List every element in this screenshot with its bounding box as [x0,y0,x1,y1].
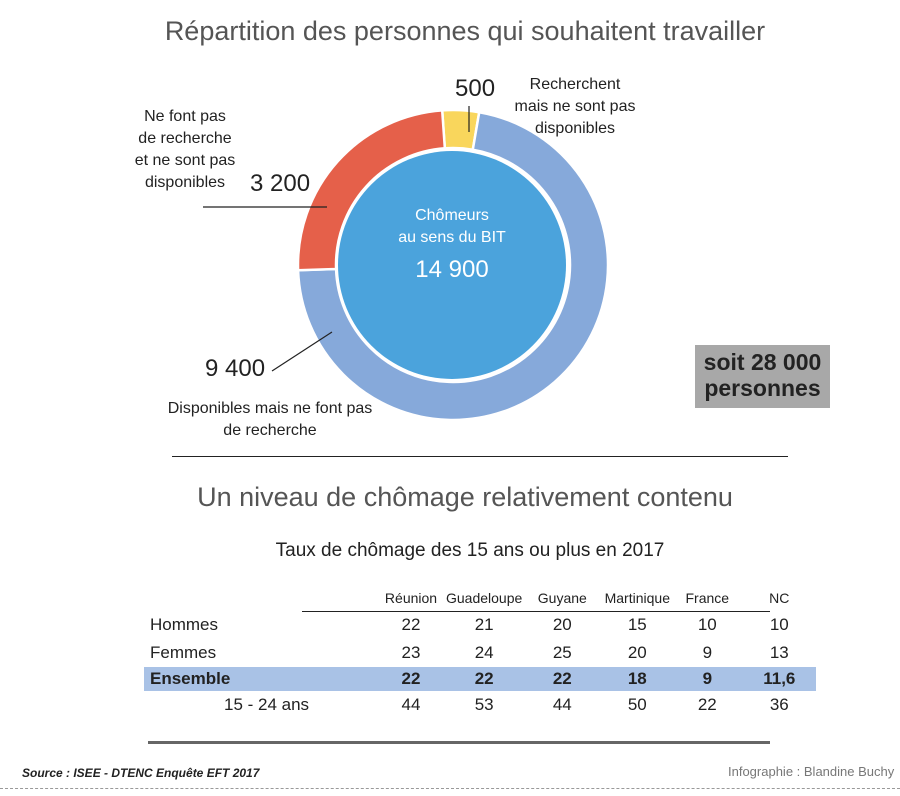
column-header: Guyane [537,590,587,606]
table-row: Hommes 22 21 20 15 10 10 [144,611,816,639]
center-disk [338,151,566,379]
label-line: et ne sont pas [134,152,236,169]
table-cell: 10 [769,615,789,634]
center-label: Chômeurs au sens du BIT 14 900 [352,205,552,283]
total-line: soit 28 000 [703,349,822,375]
column-header: France [685,590,730,606]
table-cell: 22 [446,667,523,691]
donut-title: Répartition des personnes qui souhaitent… [164,16,766,46]
table-cell: 53 [474,695,494,714]
label-line: Disponibles mais ne font pas [167,400,373,417]
row-label: Hommes [150,615,219,634]
table-cell: 18 [602,667,673,691]
row-label: 15 - 24 ans [224,695,310,714]
table-cell: 25 [552,643,572,662]
total-line: personnes [704,375,821,401]
table-cell: 21 [474,615,494,634]
table-cell: 9 [672,667,743,691]
credit-note: Infographie : Blandine Buchy [728,764,895,779]
table-cell: 24 [474,643,494,662]
table-cell: 15 [627,615,647,634]
label-line: mais ne sont pas [514,98,636,115]
label-line: de recherche [223,422,317,439]
table-cell: 22 [401,615,421,634]
column-header: Réunion [384,590,438,606]
table-cell: 23 [401,643,421,662]
value-9400: 9 400 [205,355,266,382]
row-label: Femmes [150,643,217,662]
table-cell: 11,6 [742,667,817,691]
table-row: Femmes 23 24 25 20 9 13 [144,639,816,667]
table-row: 15 - 24 ans 44 53 44 50 22 36 [144,691,816,719]
table-cell: 22 [376,667,446,691]
column-header: Martinique [604,590,670,606]
table-subtitle: Taux de chômage des 15 ans ou plus en 20… [275,540,665,561]
value-500: 500 [455,75,496,102]
table-cell: 20 [627,643,647,662]
leader-line-9400 [271,331,333,372]
center-value: 14 900 [415,256,489,283]
column-header: Guadeloupe [446,590,523,606]
table-cell: 36 [769,695,789,714]
table-title: Un niveau de chômage relativement conten… [197,482,733,512]
row-label: Ensemble [144,667,376,691]
center-label-line: au sens du BIT [398,229,506,246]
label-line: disponibles [534,120,616,137]
table-cell: 10 [697,615,717,634]
table-bottom-rule [148,741,770,744]
table-cell: 22 [522,667,603,691]
label-line: Ne font pas [144,108,226,125]
label-recherchent: Recherchent mais ne sont pas disponibles [505,74,645,140]
section-divider [172,456,788,457]
header-underline [302,611,770,612]
total-box: soit 28 000 personnes [695,345,830,408]
footer-dotted-line [0,788,900,789]
label-line: de recherche [138,130,232,147]
donut-chart [203,106,610,422]
table-cell: 20 [552,615,572,634]
label-line: disponibles [144,174,226,191]
table-cell: 44 [401,695,421,714]
table-row: Ensemble 22 22 22 18 9 11,6 [144,667,817,691]
source-note: Source : ISEE - DTENC Enquête EFT 2017 [22,766,260,780]
table-cell: 9 [702,643,713,662]
table-cell: 13 [769,643,789,662]
rate-table: Réunion Guadeloupe Guyane Martinique France N… [144,585,817,719]
table-cell: 44 [552,695,572,714]
label-line: Recherchent [529,76,621,93]
column-header: NC [769,590,790,606]
value-3200: 3 200 [250,170,311,197]
corner-cell [144,585,376,611]
table-cell: 22 [697,695,717,714]
label-ne-font-pas: Ne font pas de recherche et ne sont pas … [130,106,240,194]
center-label-line: Chômeurs [415,207,489,224]
table-cell: 50 [627,695,647,714]
label-disponibles: Disponibles mais ne font pas de recherch… [150,398,390,442]
